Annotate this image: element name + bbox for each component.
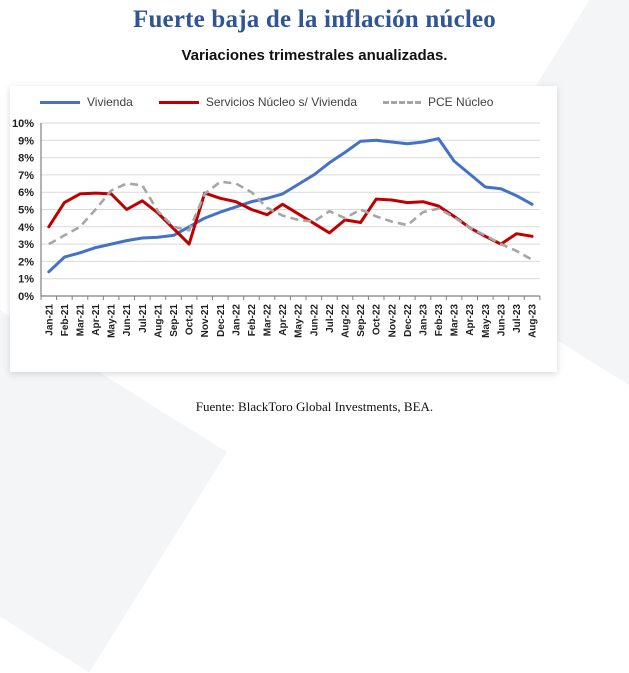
y-axis-label: 4%: [18, 222, 34, 234]
series-line-vivienda: [47, 137, 534, 274]
x-axis-label: Sep-21: [169, 304, 180, 337]
servicios-line-swatch-icon: [158, 100, 199, 104]
x-axis-label: Jan-22: [231, 304, 242, 336]
x-axis-label: Aug-23: [528, 304, 539, 338]
x-axis-label: Jul-22: [325, 304, 336, 333]
x-axis-label: May-23: [481, 304, 492, 338]
x-axis-label: Oct-21: [185, 304, 196, 336]
y-axis-label: 10%: [12, 118, 34, 130]
x-axis-label: Apr-22: [278, 304, 289, 336]
x-axis-label: Dec-21: [216, 304, 227, 337]
y-axis-label: 2%: [18, 256, 34, 268]
y-axis-label: 9%: [18, 135, 34, 147]
legend-item-servicios: Servicios Núcleo s/ Vivienda: [158, 95, 358, 109]
x-axis-label: Jun-23: [496, 304, 507, 337]
y-axis-label: 5%: [18, 205, 34, 217]
legend-item-vivienda: Vivienda: [40, 95, 133, 109]
x-axis-label: Oct-22: [372, 304, 383, 336]
y-axis-label: 1%: [18, 274, 34, 286]
y-axis-label: 0%: [18, 291, 34, 303]
y-axis-label: 6%: [18, 187, 34, 199]
x-axis-label: Apr-23: [465, 304, 476, 336]
x-axis-label: Dec-22: [403, 304, 414, 337]
x-axis-label: Jul-21: [138, 304, 149, 333]
legend-label-servicios: Servicios Núcleo s/ Vivienda: [205, 95, 358, 109]
series-line-pce: [48, 180, 533, 261]
series-line-servicios: [47, 191, 534, 246]
x-axis-label: Jan-23: [418, 304, 429, 336]
legend-item-pce: PCE Núcleo: [383, 95, 493, 109]
x-axis-label: Mar-21: [75, 304, 86, 337]
x-axis-label: Aug-21: [153, 304, 164, 338]
x-axis-label: May-21: [107, 304, 118, 338]
x-axis-label: Aug-22: [341, 304, 352, 338]
page-title: Fuerte baja de la inflación núcleo: [132, 6, 497, 33]
legend-label-vivienda: Vivienda: [87, 95, 133, 109]
x-axis-label: Jun-21: [122, 304, 133, 337]
x-axis-label: Mar-23: [450, 304, 461, 337]
y-axis-label: 7%: [18, 170, 34, 182]
x-axis-label: Nov-21: [200, 304, 211, 338]
chart-legend: Vivienda Servicios Núcleo s/ Vivienda PC…: [40, 95, 493, 109]
legend-label-pce: PCE Núcleo: [428, 95, 494, 109]
x-axis-label: Feb-22: [247, 304, 258, 337]
x-axis-label: Jan-21: [44, 304, 55, 336]
x-axis-label: May-22: [294, 304, 305, 338]
x-axis-label: Mar-22: [263, 304, 274, 337]
x-axis-label: Sep-22: [356, 304, 367, 337]
line-chart: 0% 1% 2% 3% 4% 5% 6% 7% 8% 9% 10% Jan-21 Feb-21 Mar-2…: [12, 118, 541, 338]
x-axis-label: Feb-21: [60, 304, 71, 337]
y-axis-label: 8%: [18, 153, 34, 165]
pce-dashed-swatch-icon: [383, 100, 422, 104]
x-axis-label: Apr-21: [91, 304, 102, 336]
y-axis-label: 3%: [18, 239, 34, 251]
source-note: Fuente: BlackToro Global Investments, BE…: [195, 399, 434, 414]
vivienda-line-swatch-icon: [40, 100, 80, 104]
x-axis-label: Nov-22: [387, 304, 398, 338]
chart-card: Vivienda Servicios Núcleo s/ Vivienda PC…: [10, 86, 557, 372]
x-axis-label: Jul-23: [512, 304, 523, 333]
x-axis-label: Jun-22: [309, 304, 320, 337]
x-axis-label: Feb-23: [434, 304, 445, 337]
page-subtitle: Variaciones trimestrales anualizadas.: [181, 47, 448, 64]
